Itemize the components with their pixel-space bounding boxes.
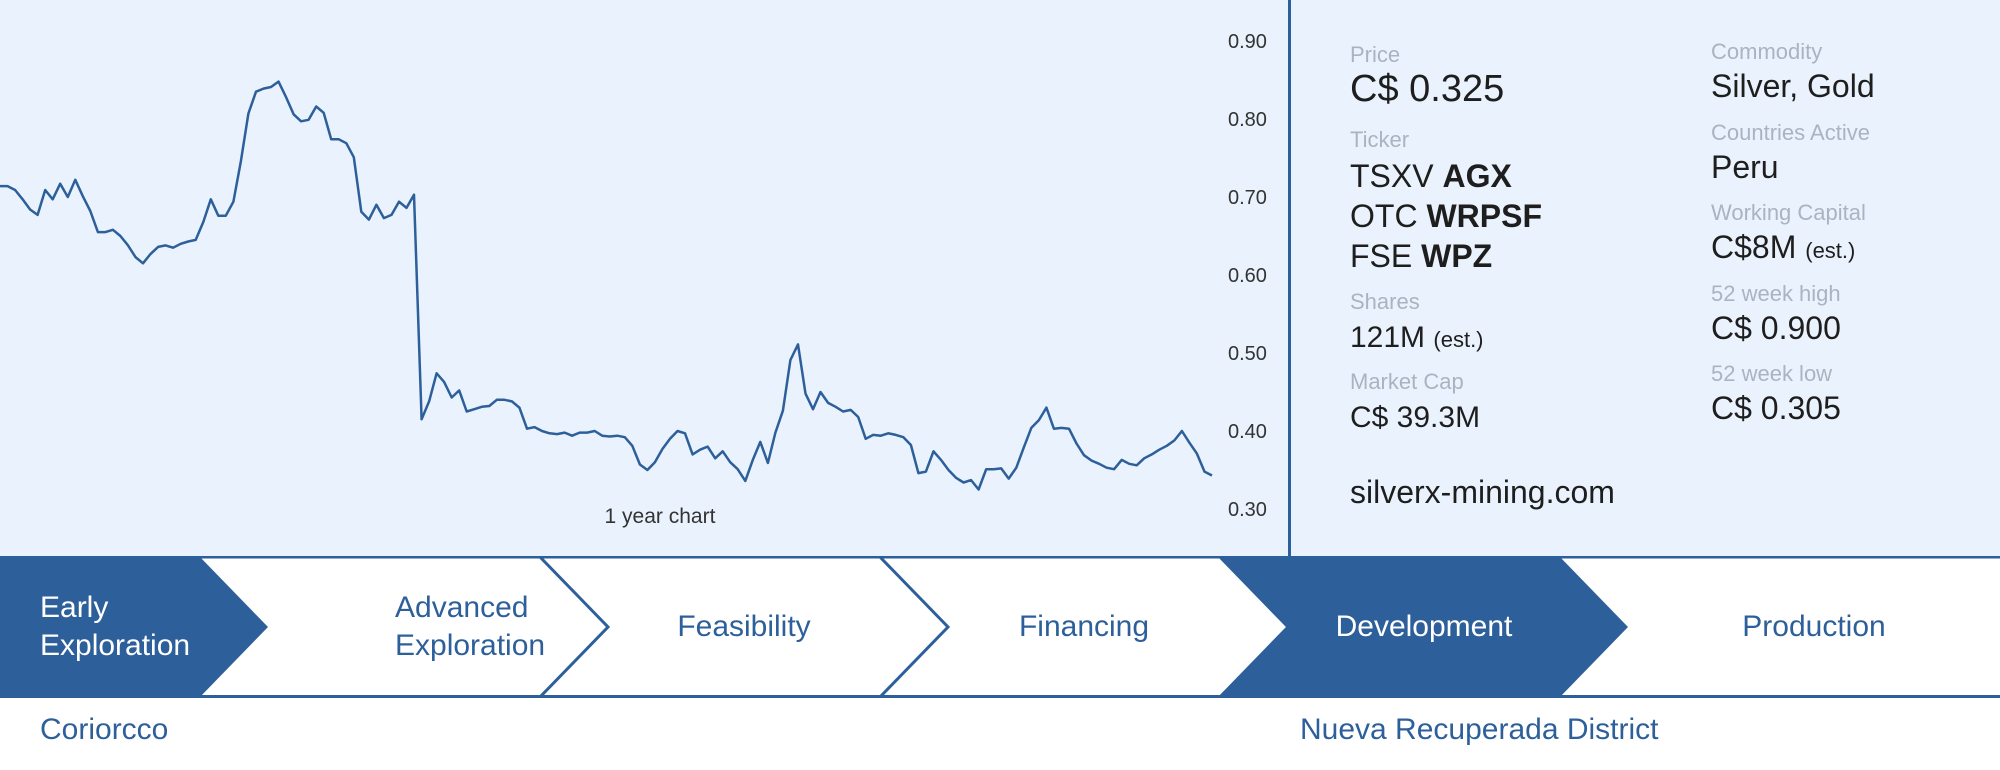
stage-label-line: Development — [1335, 610, 1513, 643]
ticker-fse: FSE WPZ — [1350, 238, 1492, 275]
low-value: C$ 0.305 — [1711, 390, 1841, 426]
shares-label: Shares — [1350, 289, 1420, 314]
stage-label-line: Exploration — [40, 629, 191, 662]
stage-label-early-exploration: Early Exploration — [40, 558, 190, 696]
y-tick-label: 0.90 — [1228, 31, 1267, 53]
shares-value: 121M (est.) — [1350, 321, 1484, 355]
project-coriorcco[interactable]: Coriorcco — [40, 713, 169, 746]
stage-chevron-outline — [878, 556, 951, 698]
price-label: Price — [1350, 42, 1401, 67]
stage-label-development: Development — [1244, 558, 1604, 696]
stage-label-advanced-exploration: Advanced Exploration — [395, 558, 545, 696]
stage-label-feasibility: Feasibility — [564, 558, 924, 696]
shares-number: 121M — [1350, 321, 1426, 354]
working-capital-value: C$8M (est.) — [1711, 229, 1855, 266]
ticker-exchange: FSE — [1350, 238, 1413, 274]
stage-label-financing: Financing — [904, 558, 1264, 696]
ticker-symbol: WPZ — [1421, 238, 1493, 274]
stock-panel — [0, 0, 2000, 556]
stage-chevron-active — [1220, 557, 1628, 697]
countries-label: Countries Active — [1711, 120, 1870, 145]
high-value: C$ 0.900 — [1711, 310, 1841, 346]
stage-label-line: Production — [1742, 610, 1886, 643]
project-nueva-recuperada[interactable]: Nueva Recuperada District — [1300, 713, 1659, 746]
stage-label-line: Financing — [1018, 610, 1150, 643]
shares-note: (est.) — [1433, 327, 1484, 352]
ticker-symbol: WRPSF — [1426, 198, 1542, 234]
ticker-symbol: AGX — [1442, 158, 1512, 194]
website-link[interactable]: silverx-mining.com — [1350, 474, 1615, 510]
ticker-label: Ticker — [1350, 127, 1410, 152]
commodity-label: Commodity — [1711, 39, 1823, 64]
y-tick-label: 0.80 — [1228, 109, 1267, 131]
working-capital-note: (est.) — [1805, 238, 1856, 263]
y-tick-label: 0.30 — [1228, 499, 1267, 521]
high-label: 52 week high — [1711, 281, 1841, 306]
ticker-tsxv: TSXV AGX — [1350, 158, 1512, 195]
commodity-value: Silver, Gold — [1711, 68, 1875, 104]
price-series-line — [0, 80, 1213, 491]
market-cap-label: Market Cap — [1350, 369, 1464, 394]
y-tick-label: 0.60 — [1228, 265, 1267, 287]
y-tick-label: 0.70 — [1228, 187, 1267, 209]
market-cap-value: C$ 39.3M — [1350, 401, 1481, 434]
countries-value: Peru — [1711, 149, 1779, 185]
stage-label-production: Production — [1634, 558, 1994, 696]
stage-label-line: Advanced — [395, 591, 529, 624]
ticker-exchange: TSXV — [1350, 158, 1434, 194]
chart-caption: 1 year chart — [605, 505, 716, 528]
price-value: C$ 0.325 — [1350, 68, 1505, 110]
stage-chevron-outline — [538, 556, 611, 698]
working-capital-label: Working Capital — [1711, 200, 1866, 225]
stage-label-line: Exploration — [395, 629, 546, 662]
stage-chevron-active — [0, 557, 268, 697]
working-capital-number: C$8M — [1711, 229, 1797, 265]
price-chart: 0.90 0.80 0.70 0.60 0.50 0.40 0.30 1 year chart — [0, 31, 1267, 528]
panel-divider — [1288, 0, 1291, 556]
y-tick-label: 0.40 — [1228, 421, 1267, 443]
low-label: 52 week low — [1711, 361, 1833, 386]
stage-label-line: Early — [40, 591, 109, 624]
stage-label-line: Feasibility — [677, 610, 811, 643]
y-tick-label: 0.50 — [1228, 343, 1267, 365]
ticker-otc: OTC WRPSF — [1350, 198, 1542, 235]
stage-chevrons — [0, 556, 2000, 698]
ticker-exchange: OTC — [1350, 198, 1418, 234]
